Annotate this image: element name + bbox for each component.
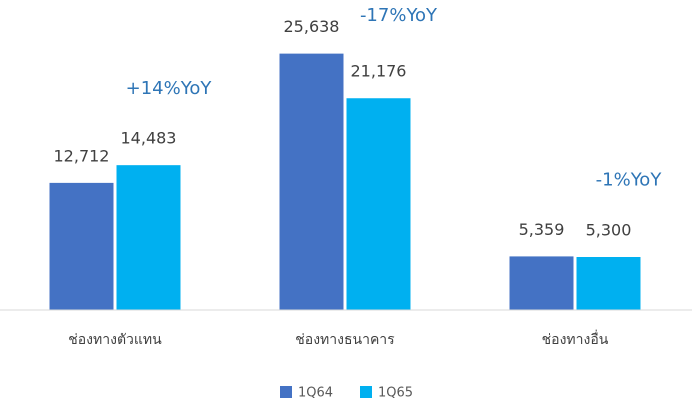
x-tick-label: ช่องทางตัวแทน bbox=[68, 332, 162, 348]
x-tick-label: ช่องทางอื่น bbox=[542, 330, 609, 348]
legend-label: 1Q64 bbox=[298, 386, 333, 401]
annotation: -1%YoY bbox=[596, 169, 663, 190]
value-label: 14,483 bbox=[121, 129, 177, 148]
bar bbox=[279, 53, 344, 311]
bar bbox=[576, 257, 641, 310]
legend-label: 1Q65 bbox=[378, 386, 413, 401]
bar bbox=[509, 256, 574, 310]
value-label: 5,359 bbox=[519, 220, 565, 239]
value-label: 25,638 bbox=[284, 17, 340, 36]
bar bbox=[116, 165, 181, 310]
value-label: 21,176 bbox=[351, 62, 407, 81]
legend-swatch bbox=[360, 386, 372, 398]
legend-swatch bbox=[280, 386, 292, 398]
x-tick-label: ช่องทางธนาคาร bbox=[295, 332, 395, 348]
value-label: 12,712 bbox=[54, 146, 110, 165]
annotation: +14%YoY bbox=[126, 78, 213, 99]
bar bbox=[49, 182, 114, 310]
annotation: -17%YoY bbox=[360, 5, 438, 26]
bar bbox=[346, 98, 411, 311]
value-label: 5,300 bbox=[586, 221, 632, 240]
